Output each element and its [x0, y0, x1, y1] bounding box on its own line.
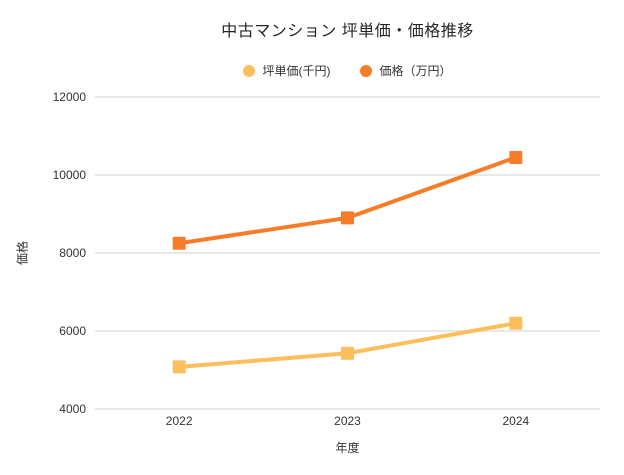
legend-circle-icon [243, 64, 256, 77]
legend-label: 価格（万円） [379, 64, 452, 78]
y-tick-label: 10000 [52, 168, 86, 182]
data-point-marker[interactable] [172, 360, 186, 374]
data-point-marker[interactable] [341, 211, 354, 225]
legend-circle-icon [360, 64, 373, 77]
x-tick-label: 2022 [165, 414, 193, 428]
y-tick-label: 12000 [52, 90, 86, 104]
data-point-marker[interactable] [172, 236, 186, 250]
x-axis-title: 年度 [335, 441, 360, 455]
data-point-marker[interactable] [341, 346, 354, 360]
y-tick-label: 6000 [59, 324, 86, 338]
legend-item-kakaku[interactable]: 価格（万円） [360, 62, 452, 79]
series-line-1 [177, 155, 518, 246]
data-point-marker[interactable] [509, 150, 523, 164]
legend-item-tsubo-tanka[interactable]: 坪単価(千円) [243, 62, 330, 79]
x-tick-label: 2023 [334, 414, 361, 428]
legend-label: 坪単価(千円) [262, 64, 331, 78]
chart-title: 中古マンション 坪単価・価格推移 [221, 23, 474, 40]
legend: 坪単価(千円) 価格（万円） [95, 62, 600, 79]
series-line-0 [177, 321, 518, 369]
y-tick-label: 8000 [59, 246, 86, 260]
y-tick-label: 4000 [59, 402, 86, 416]
x-tick-label: 2024 [502, 414, 530, 428]
data-point-marker[interactable] [509, 316, 523, 330]
